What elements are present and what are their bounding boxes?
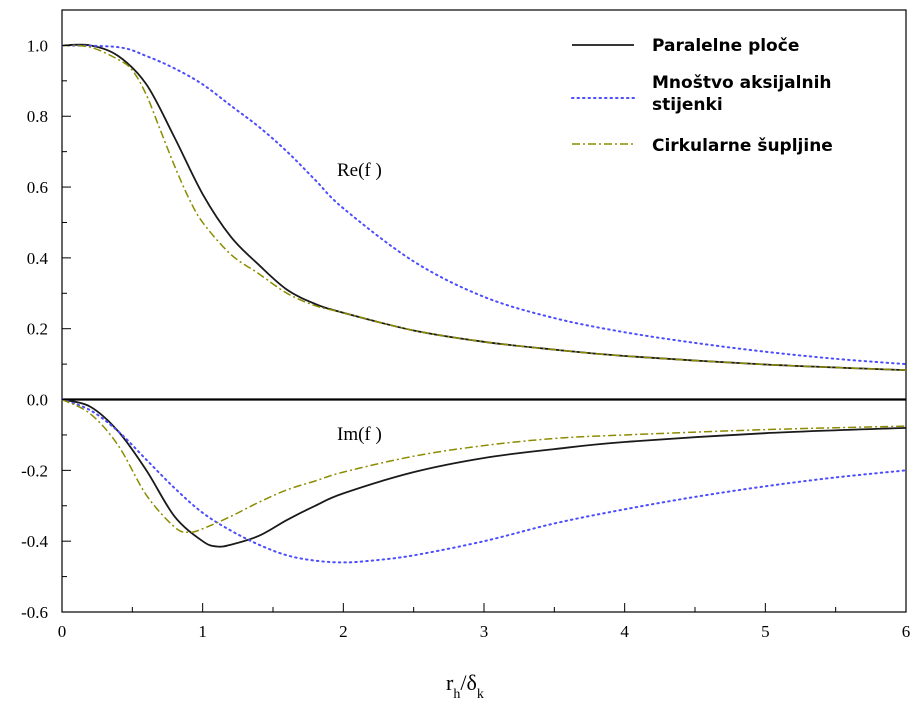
- x-tick-label: 2: [339, 622, 348, 641]
- y-tick-label: 0.4: [27, 249, 49, 268]
- y-tick-label: 0.0: [27, 391, 48, 410]
- x-axis-label-sub-h: h: [453, 687, 460, 702]
- y-tick-label: 0.6: [27, 178, 48, 197]
- series-line-5: [61, 398, 907, 534]
- x-axis-label-r: r: [446, 670, 454, 695]
- x-axis-label-sub-k: k: [477, 687, 484, 702]
- legend-label-mnostvo-line2: stijenki: [652, 95, 723, 115]
- x-tick-label: 5: [761, 622, 770, 641]
- x-tick-label: 1: [198, 622, 207, 641]
- x-axis-label-delta: /δ: [460, 670, 476, 695]
- y-tick-label: 1.0: [27, 36, 48, 55]
- x-tick-label: 3: [480, 622, 489, 641]
- plot-frame: [61, 9, 907, 613]
- series-line-3: [61, 398, 907, 564]
- annotation-re: Re(f ): [337, 160, 382, 181]
- ticks-layer: 0 1 2 3 4 5 6 -0.6 -0.4 -0.2 0.0 0.2 0.4 0.6 0.8 1.0: [21, 9, 911, 641]
- series-line-1: [61, 398, 907, 548]
- series-line-2: [61, 44, 907, 366]
- series-line-0: [61, 43, 907, 372]
- plot-border: [61, 9, 907, 613]
- y-tick-label: -0.2: [21, 461, 48, 480]
- y-tick-label: 0.2: [27, 320, 48, 339]
- legend: Paralelne ploče Mnoštvo aksijalnih stije…: [571, 36, 833, 156]
- legend-label-paralelne: Paralelne ploče: [652, 36, 799, 56]
- x-axis-label: rh/δk: [446, 670, 484, 702]
- y-tick-label: 0.8: [27, 107, 48, 126]
- x-tick-label: 4: [620, 622, 629, 641]
- legend-label-mnostvo-line1: Mnoštvo aksijalnih: [652, 73, 832, 93]
- series-layer: [61, 43, 907, 564]
- y-tick-label: -0.6: [21, 603, 48, 622]
- y-tick-label: -0.4: [21, 532, 48, 551]
- legend-label-cirkularne: Cirkularne šupljine: [652, 136, 833, 156]
- annotation-im: Im(f ): [337, 424, 382, 445]
- x-tick-label: 0: [58, 622, 67, 641]
- series-line-4: [61, 44, 907, 371]
- x-tick-label: 6: [902, 622, 911, 641]
